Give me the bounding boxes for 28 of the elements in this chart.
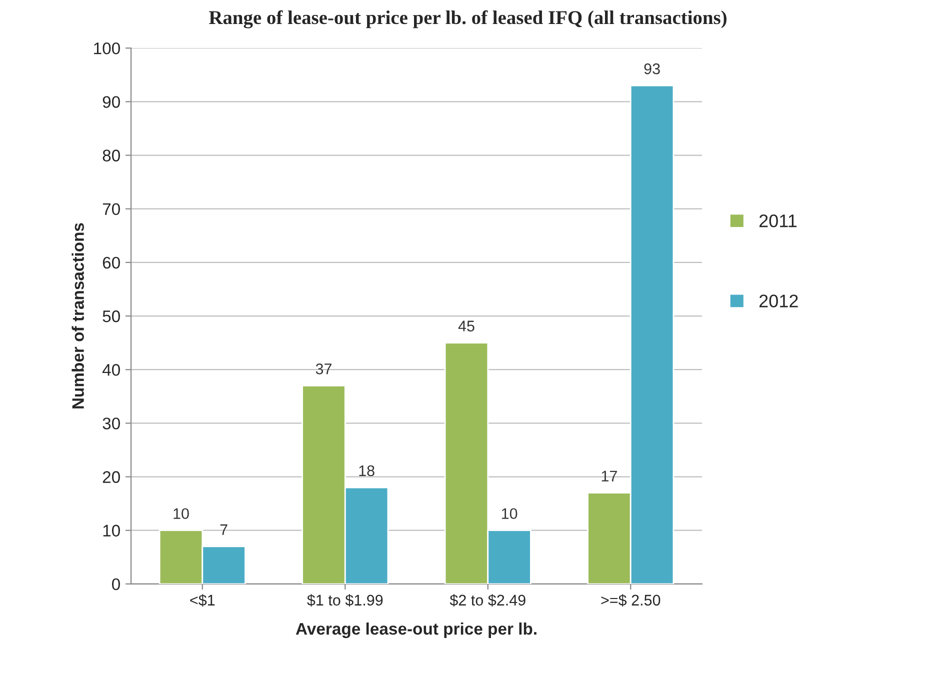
y-tick-label: 20 [102, 471, 120, 483]
data-label: 93 [644, 63, 660, 74]
y-tick-label: 80 [102, 150, 120, 162]
data-label: 10 [174, 508, 189, 520]
legend-label: 2011 [759, 214, 797, 228]
data-label: 45 [458, 320, 474, 332]
y-tick-label: 70 [102, 203, 120, 216]
data-label: 17 [602, 470, 617, 482]
x-tick-label: $2 to $2.49 [450, 594, 526, 606]
y-axis-title: Number of transactions [72, 223, 84, 408]
x-axis-title: Average lease-out price per lb. [296, 622, 536, 638]
y-tick-label: 50 [102, 310, 120, 322]
y-tick-label: 30 [102, 418, 120, 430]
y-tick-label: 90 [102, 96, 120, 108]
data-label: 18 [359, 465, 374, 476]
y-tick-label: 0 [112, 578, 120, 590]
y-tick-label: 40 [102, 364, 120, 376]
data-label: 10 [502, 508, 518, 520]
x-tick-label: <$1 [190, 594, 215, 606]
x-tick-label: $1 to $1.99 [307, 594, 383, 606]
data-label: 7 [220, 524, 228, 535]
chart-title: Range of lease-out price per lb. of leased IFQ (all transactions) [209, 10, 726, 28]
legend-label: 2012 [759, 294, 798, 308]
y-tick-label: 60 [102, 256, 120, 269]
y-tick-label: 100 [94, 42, 120, 54]
y-tick-label: 10 [103, 524, 120, 537]
x-tick-label: >=$ 2.50 [601, 594, 660, 606]
data-label: 37 [316, 364, 332, 374]
